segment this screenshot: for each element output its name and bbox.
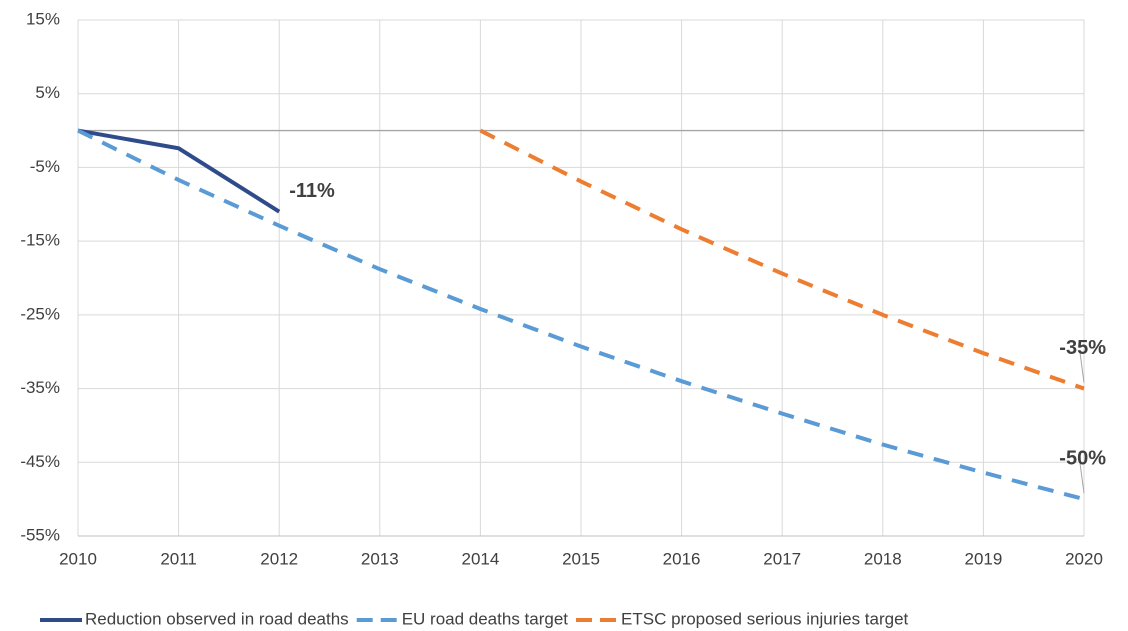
legend-label: EU road deaths target [402, 609, 569, 628]
x-tick-label: 2011 [160, 549, 197, 568]
x-tick-label: 2013 [361, 549, 399, 568]
x-tick-label: 2018 [864, 549, 902, 568]
y-tick-label: -35% [20, 378, 60, 397]
y-tick-label: -15% [20, 231, 60, 250]
x-tick-label: 2014 [461, 549, 499, 568]
data-label: -11% [289, 180, 335, 202]
data-label: -35% [1059, 337, 1106, 359]
x-tick-label: 2019 [964, 549, 1002, 568]
leader-line [1079, 463, 1085, 494]
y-tick-label: -45% [20, 452, 60, 471]
y-tick-label: -55% [20, 525, 60, 544]
legend-label: Reduction observed in road deaths [85, 609, 349, 628]
x-tick-label: 2017 [763, 549, 801, 568]
series-line [77, 128, 1085, 502]
series-line [479, 128, 1085, 391]
x-tick-label: 2020 [1065, 549, 1103, 568]
legend-label: ETSC proposed serious injuries target [621, 609, 909, 628]
x-tick-label: 2016 [663, 549, 701, 568]
y-tick-label: 15% [26, 9, 60, 28]
y-tick-label: 5% [35, 83, 60, 102]
x-tick-label: 2010 [59, 549, 97, 568]
series-line [77, 128, 281, 214]
x-tick-label: 2015 [562, 549, 600, 568]
leader-line [1079, 352, 1085, 383]
data-label: -50% [1059, 447, 1106, 469]
y-tick-label: -25% [20, 304, 60, 323]
x-tick-label: 2012 [260, 549, 298, 568]
y-tick-label: -5% [30, 157, 60, 176]
